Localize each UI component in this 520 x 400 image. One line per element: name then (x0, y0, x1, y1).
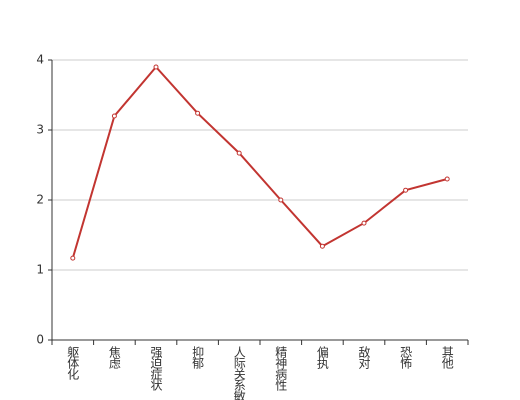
point (319, 243, 325, 249)
point (236, 150, 242, 156)
y-tick-label: 4 (36, 53, 44, 67)
point (153, 64, 159, 70)
y-tick-label: 0 (36, 333, 44, 347)
x-tick-label: 偏执 (315, 345, 329, 370)
x-tick-label: 焦虑 (107, 346, 121, 369)
point (70, 255, 76, 261)
y-tick-label: 3 (36, 123, 44, 137)
point (403, 187, 409, 193)
x-tick-label: 躯体化 (66, 345, 80, 381)
line (71, 65, 448, 259)
point (195, 110, 201, 116)
x-tick-label: 人际关系敏感 (232, 346, 246, 400)
x-tick-label: 恐怖 (399, 346, 413, 369)
y-tick-label: 1 (36, 263, 44, 277)
x-tick-label: 精神病性 (274, 346, 288, 392)
x-tick-label: 其他 (440, 346, 454, 369)
point (361, 220, 367, 226)
x-tick-label: 敌对 (357, 345, 371, 369)
point (444, 176, 450, 182)
point (111, 113, 117, 119)
x-tick-label: 强迫症状 (149, 346, 163, 391)
x-tick-label: 抑郁 (191, 345, 205, 370)
y-tick-label: 2 (36, 193, 44, 207)
point (278, 197, 284, 203)
